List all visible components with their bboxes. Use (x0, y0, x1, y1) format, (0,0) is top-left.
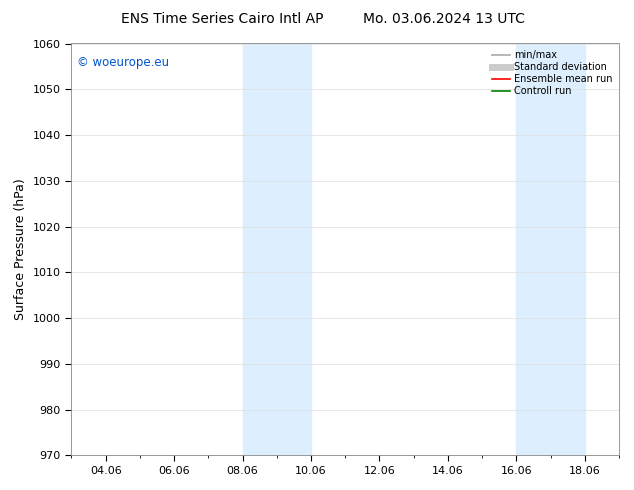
Bar (243, 44, 311, 455)
Text: © woeurope.eu: © woeurope.eu (77, 56, 169, 69)
Text: ENS Time Series Cairo Intl AP: ENS Time Series Cairo Intl AP (120, 12, 323, 26)
Y-axis label: Surface Pressure (hPa): Surface Pressure (hPa) (15, 178, 27, 320)
Text: Mo. 03.06.2024 13 UTC: Mo. 03.06.2024 13 UTC (363, 12, 525, 26)
Legend: min/max, Standard deviation, Ensemble mean run, Controll run: min/max, Standard deviation, Ensemble me… (490, 49, 614, 98)
Bar (516, 44, 585, 455)
